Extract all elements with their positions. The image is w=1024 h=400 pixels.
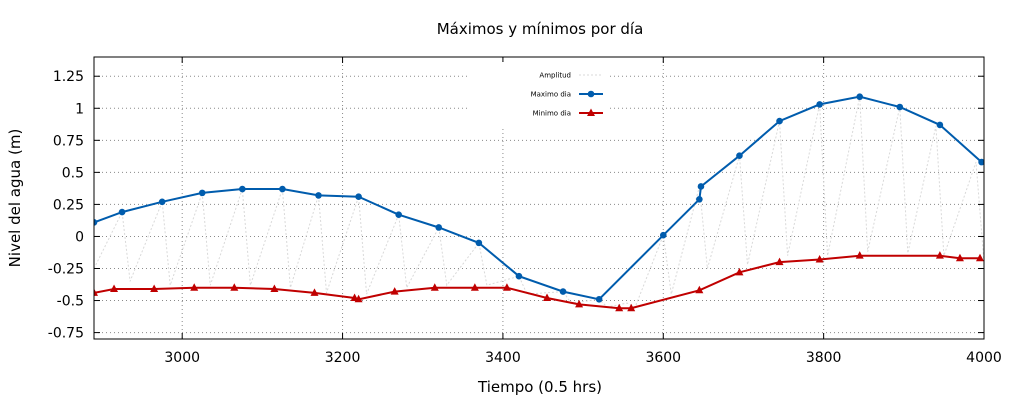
data-point xyxy=(935,251,944,259)
y-tick-label: -0.25 xyxy=(48,262,84,278)
data-point xyxy=(475,239,483,247)
data-point xyxy=(856,93,864,101)
data-point xyxy=(615,303,624,312)
y-axis-label: Nivel del agua (m) xyxy=(6,129,24,268)
x-tick-label: 3000 xyxy=(164,350,200,366)
data-point xyxy=(543,293,552,301)
series-line xyxy=(94,95,983,301)
data-point xyxy=(696,195,703,203)
data-point xyxy=(775,257,784,266)
data-point xyxy=(158,198,166,206)
data-point xyxy=(559,288,567,295)
data-point xyxy=(955,253,964,262)
data-point xyxy=(816,101,823,108)
data-point xyxy=(975,253,984,262)
y-tick-label: 0.25 xyxy=(53,197,84,213)
data-point xyxy=(659,231,667,239)
data-point xyxy=(198,189,206,197)
x-axis-label: Tiempo (0.5 hrs) xyxy=(477,378,602,396)
y-tick-label: -0.75 xyxy=(48,326,84,342)
series-1 xyxy=(94,93,984,303)
y-tick-label: 0 xyxy=(75,229,84,245)
x-tick-label: 4000 xyxy=(966,350,1002,366)
data-point xyxy=(627,303,636,312)
legend-marker xyxy=(587,108,595,116)
data-point xyxy=(94,288,98,296)
data-point xyxy=(239,185,246,193)
data-point xyxy=(697,183,705,190)
data-point xyxy=(355,193,362,201)
data-point xyxy=(190,283,199,291)
y-tick-label: -0.5 xyxy=(57,294,84,310)
y-tick-label: 1.25 xyxy=(53,69,84,85)
data-point xyxy=(279,185,286,193)
series-layer xyxy=(94,93,984,312)
data-point xyxy=(736,152,743,159)
axis-ticks: 3000 3200 3400 3600 3800 4000 -0.75 -0.5 -0.25 0 0… xyxy=(48,57,1002,366)
legend: Amplitud Maximo dia Minimo dia xyxy=(470,62,610,126)
data-point xyxy=(230,283,239,291)
legend-label: Minimo dia xyxy=(533,110,571,118)
x-tick-label: 3200 xyxy=(325,350,361,366)
data-point xyxy=(978,158,984,166)
data-point xyxy=(354,294,363,303)
data-point xyxy=(936,121,944,129)
legend-marker xyxy=(587,90,595,98)
data-point xyxy=(395,211,402,218)
chart-title: Máximos y mínimos por día xyxy=(437,20,644,38)
data-point xyxy=(896,103,904,111)
data-point xyxy=(94,219,98,226)
y-tick-label: 1 xyxy=(75,101,84,117)
data-point xyxy=(470,283,479,291)
x-tick-label: 3600 xyxy=(645,350,681,366)
data-point xyxy=(430,283,439,291)
data-point xyxy=(575,299,584,308)
data-point xyxy=(150,284,159,293)
data-point xyxy=(735,267,744,276)
plot-frame xyxy=(93,56,985,340)
data-point xyxy=(118,208,126,216)
legend-label: Maximo dia xyxy=(531,91,571,99)
y-tick-label: 0.5 xyxy=(62,165,84,181)
data-point xyxy=(515,272,523,280)
data-point xyxy=(815,255,824,263)
x-tick-label: 3400 xyxy=(485,350,521,366)
data-point xyxy=(315,192,322,199)
series-0 xyxy=(94,96,984,308)
data-point xyxy=(110,284,119,293)
data-point xyxy=(435,224,443,231)
data-point xyxy=(390,287,399,295)
legend-label: Amplitud xyxy=(539,72,571,80)
data-point xyxy=(855,251,864,259)
data-point xyxy=(595,295,603,303)
data-point xyxy=(776,117,783,125)
y-tick-label: 0.75 xyxy=(53,133,84,149)
data-point xyxy=(502,283,511,291)
x-tick-label: 3800 xyxy=(806,350,842,366)
data-point xyxy=(310,288,319,296)
data-point xyxy=(270,284,279,293)
series-2 xyxy=(94,251,984,312)
data-point xyxy=(695,285,704,294)
series-line xyxy=(94,96,984,308)
